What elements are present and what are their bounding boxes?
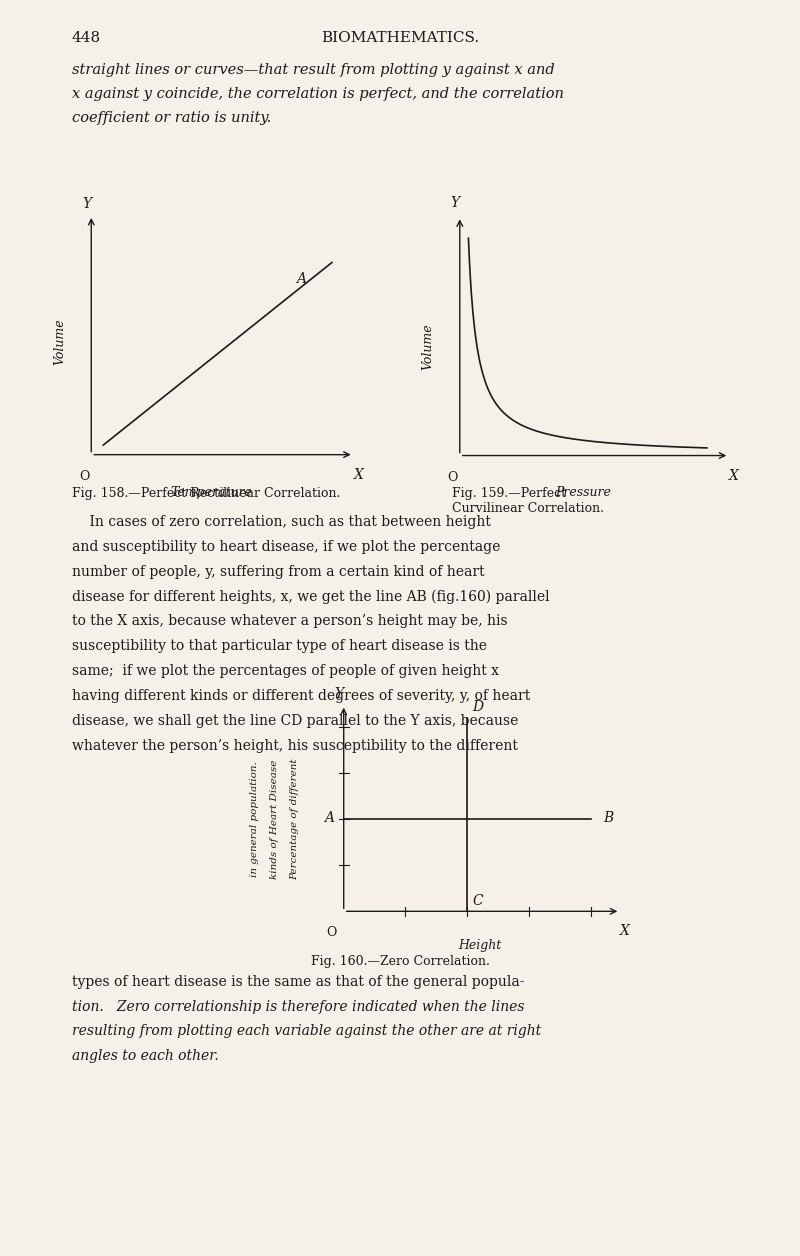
Text: straight lines or curves—that result from plotting y against x and: straight lines or curves—that result fro… xyxy=(72,63,554,77)
Text: Y: Y xyxy=(82,196,91,211)
Text: X: X xyxy=(354,468,363,482)
Text: Temperature: Temperature xyxy=(170,486,253,500)
Text: Volume: Volume xyxy=(54,318,66,365)
Text: A: A xyxy=(324,811,334,825)
Text: O: O xyxy=(326,926,337,939)
Text: angles to each other.: angles to each other. xyxy=(72,1049,218,1064)
Text: Fig. 160.—Zero Correlation.: Fig. 160.—Zero Correlation. xyxy=(310,955,490,967)
Text: disease, we shall get the line CD parallel to the Y axis, because: disease, we shall get the line CD parall… xyxy=(72,713,518,728)
Text: 448: 448 xyxy=(72,31,101,45)
Text: Percentage of different: Percentage of different xyxy=(290,759,299,880)
Text: number of people, y, suffering from a certain kind of heart: number of people, y, suffering from a ce… xyxy=(72,565,485,579)
Text: to the X axis, because whatever a person’s height may be, his: to the X axis, because whatever a person… xyxy=(72,614,508,628)
Text: and susceptibility to heart disease, if we plot the percentage: and susceptibility to heart disease, if … xyxy=(72,540,500,554)
Text: O: O xyxy=(447,471,458,484)
Text: Fig. 159.—Perfect: Fig. 159.—Perfect xyxy=(452,487,566,500)
Text: Y: Y xyxy=(450,196,459,210)
Text: O: O xyxy=(79,471,90,484)
Text: X: X xyxy=(729,468,739,482)
Text: Y: Y xyxy=(334,687,343,701)
Text: Curvilinear Correlation.: Curvilinear Correlation. xyxy=(452,502,604,515)
Text: Volume: Volume xyxy=(421,324,434,371)
Text: D: D xyxy=(472,700,483,713)
Text: same;  if we plot the percentages of people of given height x: same; if we plot the percentages of peop… xyxy=(72,664,499,678)
Text: x against y coincide, the correlation is perfect, and the correlation: x against y coincide, the correlation is… xyxy=(72,87,564,100)
Text: resulting from plotting each variable against the other are at right: resulting from plotting each variable ag… xyxy=(72,1025,542,1039)
Text: Pressure: Pressure xyxy=(555,486,611,499)
Text: A: A xyxy=(296,271,306,286)
Text: B: B xyxy=(603,811,614,825)
Text: types of heart disease is the same as that of the general popula-: types of heart disease is the same as th… xyxy=(72,975,525,988)
Text: susceptibility to that particular type of heart disease is the: susceptibility to that particular type o… xyxy=(72,639,487,653)
Text: whatever the person’s height, his susceptibility to the different: whatever the person’s height, his suscep… xyxy=(72,739,518,752)
Text: BIOMATHEMATICS.: BIOMATHEMATICS. xyxy=(321,31,479,45)
Text: Fig. 158.—Perfect Rectilinear Correlation.: Fig. 158.—Perfect Rectilinear Correlatio… xyxy=(72,487,340,500)
Text: having different kinds or different degrees of severity, y, of heart: having different kinds or different degr… xyxy=(72,690,530,703)
Text: in general population.: in general population. xyxy=(250,761,259,877)
Text: Height: Height xyxy=(458,939,501,952)
Text: X: X xyxy=(620,924,630,938)
Text: tion.   Zero correlationship is therefore indicated when the lines: tion. Zero correlationship is therefore … xyxy=(72,1000,525,1014)
Text: C: C xyxy=(472,893,482,908)
Text: coefficient or ratio is unity.: coefficient or ratio is unity. xyxy=(72,111,271,124)
Text: In cases of zero correlation, such as that between height: In cases of zero correlation, such as th… xyxy=(72,515,491,529)
Text: kinds of Heart Disease: kinds of Heart Disease xyxy=(270,760,279,879)
Text: disease for different heights, x, we get the line AB (fig.160) parallel: disease for different heights, x, we get… xyxy=(72,589,550,604)
